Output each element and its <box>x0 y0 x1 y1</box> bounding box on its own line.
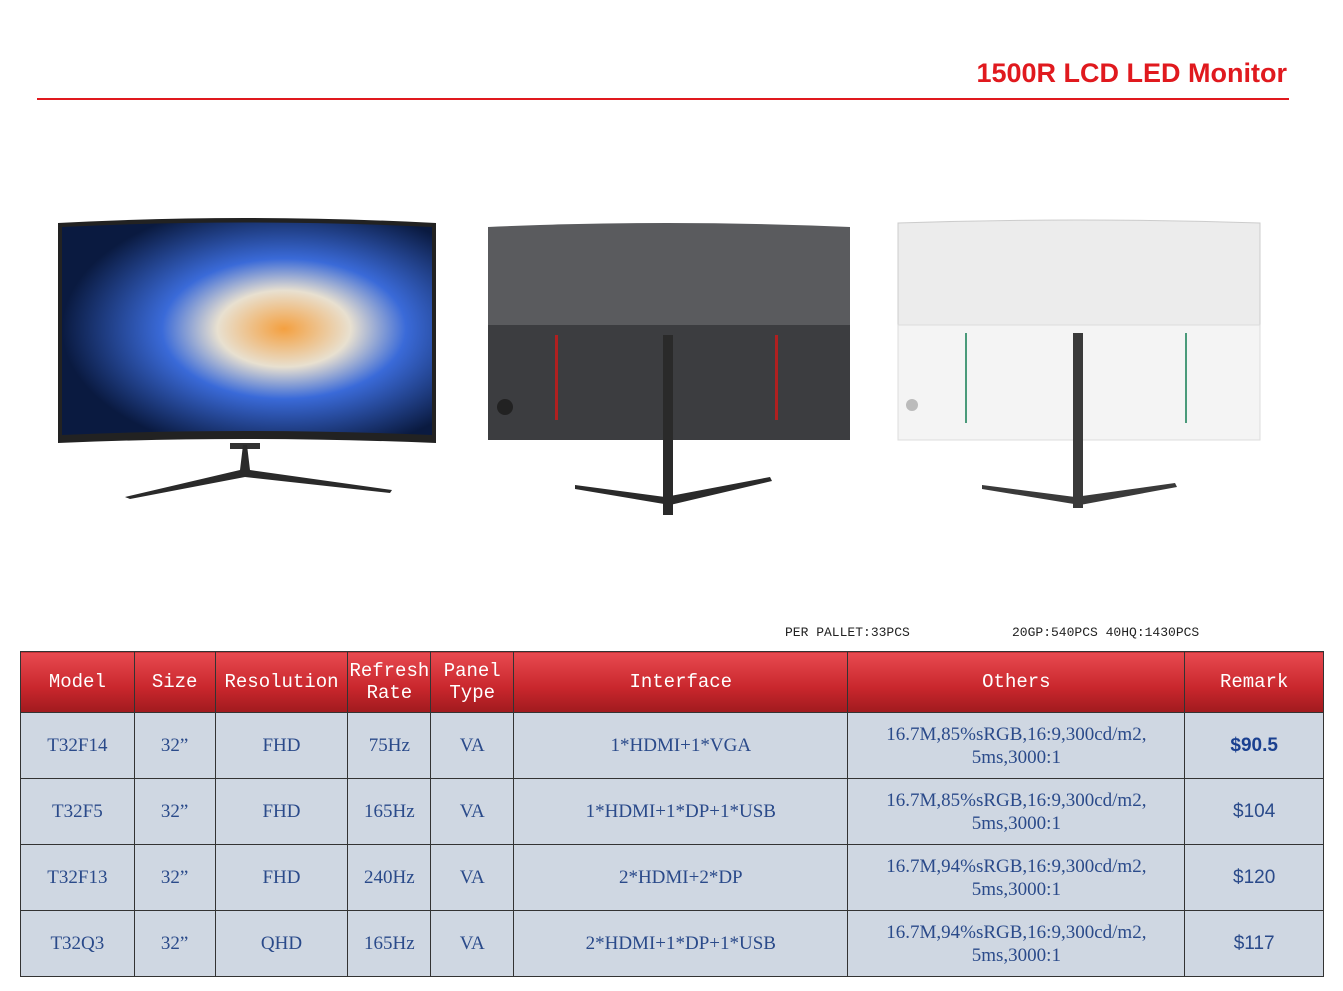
table-cell: VA <box>430 778 515 845</box>
table-cell: 32” <box>133 844 216 911</box>
table-cell: 1*HDMI+1*DP+1*USB <box>513 778 849 845</box>
table-cell: $104 <box>1184 778 1324 845</box>
table-cell: 32” <box>133 778 216 845</box>
table-cell: FHD <box>214 844 349 911</box>
column-header: Interface <box>513 651 849 713</box>
table-row: T32F13 32” FHD 240Hz VA 2*HDMI+2*DP 16.7M,94%s… <box>20 844 1324 911</box>
table-cell: 32” <box>133 910 216 977</box>
table-cell: 16.7M,94%sRGB,16:9,300cd/m2, 5ms,3000:1 <box>847 844 1186 911</box>
container-info: 20GP:540PCS 40HQ:1430PCS <box>1012 625 1200 640</box>
table-cell: 240Hz <box>347 844 432 911</box>
column-header: Resolution <box>214 651 349 713</box>
table-cell: 16.7M,85%sRGB,16:9,300cd/m2, 5ms,3000:1 <box>847 778 1186 845</box>
table-cell: 1*HDMI+1*VGA <box>513 712 849 779</box>
table-cell: FHD <box>214 778 349 845</box>
table-cell: VA <box>430 910 515 977</box>
column-header: Size <box>133 651 216 713</box>
table-cell: T32Q3 <box>20 910 135 977</box>
column-header: Remark <box>1184 651 1324 713</box>
table-cell: 16.7M,94%sRGB,16:9,300cd/m2, 5ms,3000:1 <box>847 910 1186 977</box>
table-cell: $120 <box>1184 844 1324 911</box>
table-row: T32F5 32” FHD 165Hz VA 1*HDMI+1*DP+1*USB 16.7M… <box>20 778 1324 845</box>
table-cell: 2*HDMI+2*DP <box>513 844 849 911</box>
column-header: Panel Type <box>430 651 515 713</box>
table-cell: VA <box>430 712 515 779</box>
title-divider <box>37 98 1289 100</box>
table-cell: 2*HDMI+1*DP+1*USB <box>513 910 849 977</box>
table-cell: QHD <box>214 910 349 977</box>
table-cell: VA <box>430 844 515 911</box>
pallet-info: PER PALLET:33PCS <box>785 625 910 640</box>
column-header: Others <box>847 651 1186 713</box>
monitor-front-image <box>58 218 436 499</box>
column-header: Refresh Rate <box>347 651 432 713</box>
table-header-row: Model Size Resolution Refresh Rate Panel Typ… <box>20 651 1324 713</box>
table-cell: T32F5 <box>20 778 135 845</box>
column-header: Model <box>20 651 135 713</box>
table-cell: $90.5 <box>1184 712 1324 779</box>
table-cell: T32F13 <box>20 844 135 911</box>
table-cell: 165Hz <box>347 910 432 977</box>
table-row: T32Q3 32” QHD 165Hz VA 2*HDMI+1*DP+1*USB 16.7M… <box>20 910 1324 977</box>
table-row: T32F14 32” FHD 75Hz VA 1*HDMI+1*VGA 16.7M,85%s… <box>20 712 1324 779</box>
monitor-back-white-image <box>897 219 1261 508</box>
table-cell: FHD <box>214 712 349 779</box>
table-cell: 165Hz <box>347 778 432 845</box>
spec-table: Model Size Resolution Refresh Rate Panel Typ… <box>20 651 1324 977</box>
table-cell: $117 <box>1184 910 1324 977</box>
page-title: 1500R LCD LED Monitor <box>976 58 1287 88</box>
table-cell: 16.7M,85%sRGB,16:9,300cd/m2, 5ms,3000:1 <box>847 712 1186 779</box>
table-cell: T32F14 <box>20 712 135 779</box>
table-cell: 32” <box>133 712 216 779</box>
table-cell: 75Hz <box>347 712 432 779</box>
monitor-back-black-image <box>488 223 850 515</box>
